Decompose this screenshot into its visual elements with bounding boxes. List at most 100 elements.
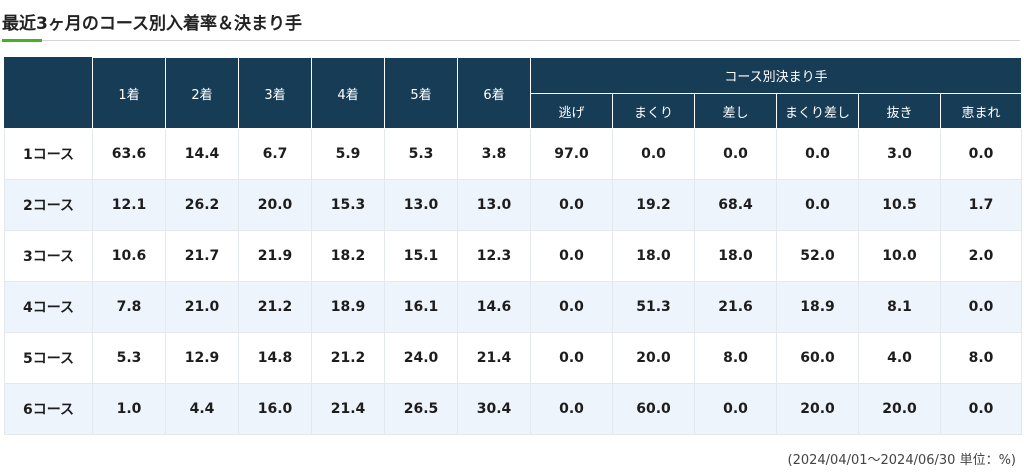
stat-cell: 60.0 [612, 383, 695, 435]
stat-cell: 5.3 [92, 332, 166, 384]
header-finish-4: 4着 [311, 57, 385, 129]
stat-cell: 20.0 [612, 332, 695, 384]
table-body: 1コース 63.6 14.4 6.7 5.9 5.3 3.8 97.0 0.0 0.0 0.0 3.0… [4, 128, 1023, 435]
header-method-nige: 逃げ [530, 93, 613, 129]
stat-cell: 21.2 [311, 332, 385, 384]
header-method-megumare: 恵まれ [939, 93, 1023, 129]
stat-cell: 2.0 [939, 230, 1023, 282]
stat-cell: 0.0 [530, 281, 613, 333]
footnote-period-unit: (2024/04/01～2024/06/30 単位：%) [787, 453, 1016, 468]
stat-cell: 15.3 [311, 179, 385, 231]
course-label: 6コース [4, 383, 93, 435]
stat-cell: 0.0 [939, 281, 1023, 333]
stat-cell: 12.1 [92, 179, 166, 231]
stat-cell: 18.0 [612, 230, 695, 282]
course-label: 2コース [4, 179, 93, 231]
course-label: 4コース [4, 281, 93, 333]
header-finish-1: 1着 [92, 57, 166, 129]
stat-cell: 0.0 [530, 179, 613, 231]
stat-cell: 21.7 [165, 230, 239, 282]
stat-cell: 6.7 [238, 128, 312, 180]
header-finish-3: 3着 [238, 57, 312, 129]
section-header: 最近3ヶ月のコース別入着率＆決まり手 [2, 0, 1020, 42]
stat-cell: 0.0 [612, 128, 695, 180]
stat-cell: 18.0 [694, 230, 777, 282]
stat-cell: 0.0 [939, 383, 1023, 435]
stat-cell: 97.0 [530, 128, 613, 180]
stat-cell: 14.8 [238, 332, 312, 384]
stat-cell: 3.0 [858, 128, 941, 180]
course-stats-table: 1着 2着 3着 4着 5着 6着 コース別決まり手 逃げ まくり 差し まくり… [4, 57, 1023, 435]
table-row: 5コース 5.3 12.9 14.8 21.2 24.0 21.4 0.0 20.0 8.0 60.… [4, 332, 1023, 384]
header-method-nuki: 抜き [858, 93, 941, 129]
stat-cell: 12.3 [457, 230, 531, 282]
course-label: 1コース [4, 128, 93, 180]
stat-cell: 30.4 [457, 383, 531, 435]
stat-cell: 0.0 [530, 332, 613, 384]
stat-cell: 18.2 [311, 230, 385, 282]
stat-cell: 10.5 [858, 179, 941, 231]
stat-cell: 18.9 [311, 281, 385, 333]
stat-cell: 5.3 [384, 128, 458, 180]
stat-cell: 21.6 [694, 281, 777, 333]
stat-cell: 24.0 [384, 332, 458, 384]
stat-cell: 12.9 [165, 332, 239, 384]
stat-cell: 8.0 [939, 332, 1023, 384]
stat-cell: 0.0 [694, 128, 777, 180]
stat-cell: 51.3 [612, 281, 695, 333]
stat-cell: 20.0 [238, 179, 312, 231]
stat-cell: 14.4 [165, 128, 239, 180]
header-method-makurizashi: まくり差し [776, 93, 859, 129]
stat-cell: 21.4 [311, 383, 385, 435]
stat-cell: 10.6 [92, 230, 166, 282]
header-finish-6: 6着 [457, 57, 531, 129]
stat-cell: 4.0 [858, 332, 941, 384]
table-row: 3コース 10.6 21.7 21.9 18.2 15.1 12.3 0.0 18.0 18.0 5… [4, 230, 1023, 282]
stat-cell: 21.2 [238, 281, 312, 333]
stat-cell: 1.7 [939, 179, 1023, 231]
stat-cell: 20.0 [776, 383, 859, 435]
stat-cell: 21.0 [165, 281, 239, 333]
stat-cell: 18.9 [776, 281, 859, 333]
header-corner [4, 57, 93, 129]
stat-cell: 0.0 [530, 230, 613, 282]
stat-cell: 1.0 [92, 383, 166, 435]
stat-cell: 16.1 [384, 281, 458, 333]
stat-cell: 0.0 [776, 128, 859, 180]
stat-cell: 26.5 [384, 383, 458, 435]
table-row: 1コース 63.6 14.4 6.7 5.9 5.3 3.8 97.0 0.0 0.0 0.0 3.0… [4, 128, 1023, 180]
stat-cell: 0.0 [939, 128, 1023, 180]
stat-cell: 19.2 [612, 179, 695, 231]
stat-cell: 8.0 [694, 332, 777, 384]
stat-cell: 68.4 [694, 179, 777, 231]
stat-cell: 10.0 [858, 230, 941, 282]
table-row: 4コース 7.8 21.0 21.2 18.9 16.1 14.6 0.0 51.3 21.6 18… [4, 281, 1023, 333]
stat-cell: 13.0 [457, 179, 531, 231]
stat-cell: 20.0 [858, 383, 941, 435]
stat-cell: 63.6 [92, 128, 166, 180]
stat-cell: 60.0 [776, 332, 859, 384]
title-divider [2, 40, 1020, 41]
stat-cell: 15.1 [384, 230, 458, 282]
stat-cell: 0.0 [776, 179, 859, 231]
header-method-group: コース別決まり手 [529, 57, 1023, 94]
table-row: 2コース 12.1 26.2 20.0 15.3 13.0 13.0 0.0 19.2 68.4 0… [4, 179, 1023, 231]
table-row: 6コース 1.0 4.4 16.0 21.4 26.5 30.4 0.0 60.0 0.0 20.0… [4, 383, 1023, 435]
header-finish-5: 5着 [384, 57, 458, 129]
stat-cell: 21.4 [457, 332, 531, 384]
stat-cell: 21.9 [238, 230, 312, 282]
stat-cell: 14.6 [457, 281, 531, 333]
title-accent-bar [2, 39, 42, 42]
stat-cell: 52.0 [776, 230, 859, 282]
stat-cell: 0.0 [694, 383, 777, 435]
stat-cell: 8.1 [858, 281, 941, 333]
stat-cell: 0.0 [530, 383, 613, 435]
header-method-sashi: 差し [694, 93, 777, 129]
stat-cell: 7.8 [92, 281, 166, 333]
stat-cell: 13.0 [384, 179, 458, 231]
stat-cell: 26.2 [165, 179, 239, 231]
course-label: 5コース [4, 332, 93, 384]
stat-cell: 3.8 [457, 128, 531, 180]
page-title: 最近3ヶ月のコース別入着率＆決まり手 [2, 14, 302, 34]
stat-cell: 5.9 [311, 128, 385, 180]
